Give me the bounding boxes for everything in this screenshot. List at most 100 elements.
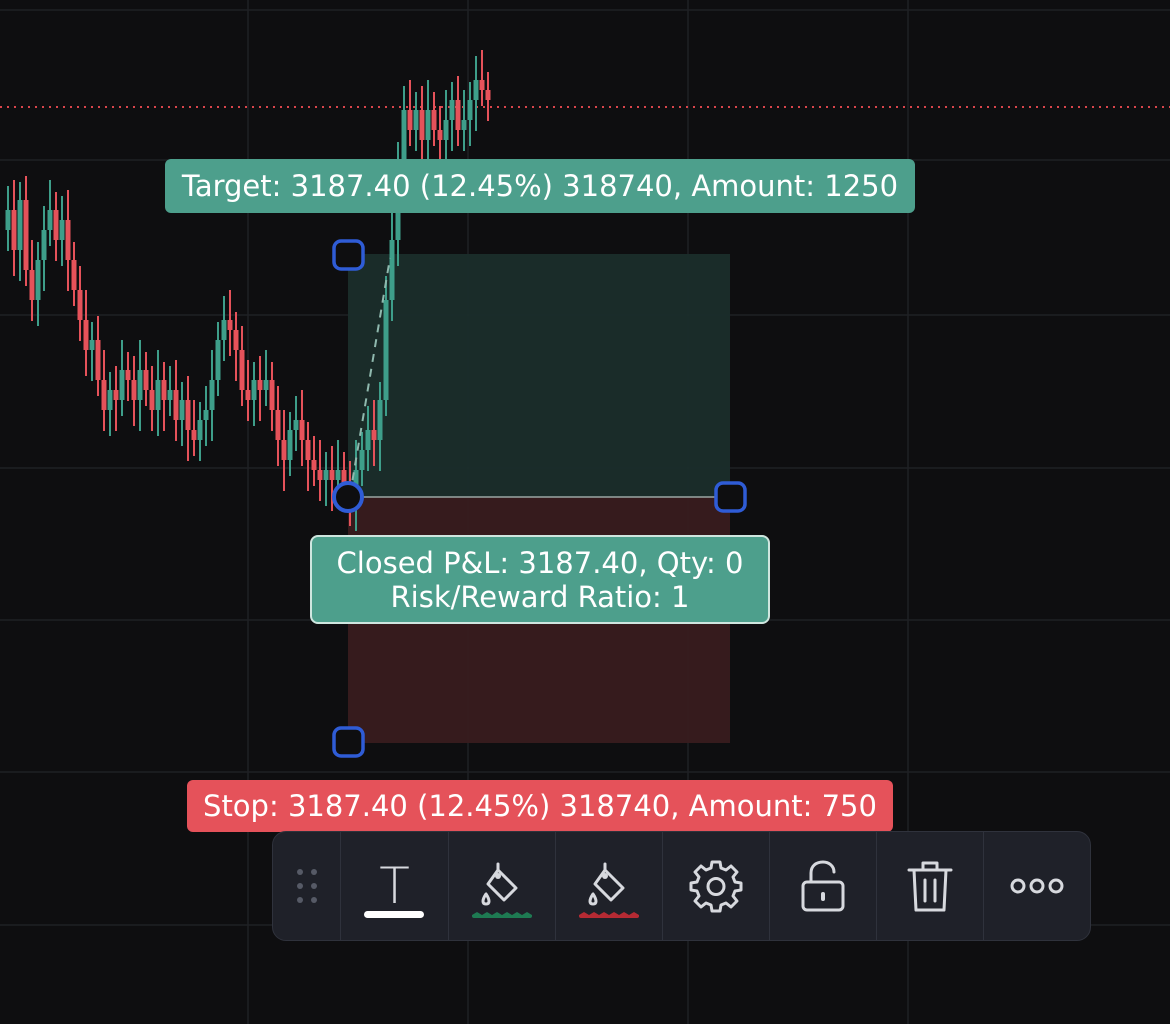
stop-color-swatch <box>578 912 639 918</box>
candle-body <box>305 440 311 460</box>
candle-body <box>311 460 317 470</box>
candle-body <box>293 420 299 430</box>
candle-body <box>269 380 275 410</box>
stop-label[interactable]: Stop: 3187.40 (12.45%) 318740, Amount: 7… <box>187 780 893 832</box>
profit-color-button[interactable] <box>449 832 556 940</box>
candle-body <box>113 390 119 400</box>
candle-body <box>371 430 377 440</box>
paint-bucket-icon <box>588 862 625 906</box>
candle-body <box>431 110 437 130</box>
settings-button[interactable] <box>663 832 770 940</box>
candle-body <box>179 400 185 420</box>
lock-button[interactable] <box>770 832 877 940</box>
candle-body <box>329 470 335 480</box>
candle-body <box>59 220 65 240</box>
unlock-icon <box>801 860 845 912</box>
candle-body <box>407 110 413 130</box>
candle-body <box>461 120 467 130</box>
candle-body <box>299 420 305 440</box>
candle-body <box>473 80 479 100</box>
candle-body <box>107 390 113 410</box>
target-handle[interactable] <box>332 239 365 271</box>
candle-body <box>281 440 287 460</box>
candle-body <box>83 320 89 350</box>
stop-color-button[interactable] <box>556 832 663 940</box>
profit-zone[interactable] <box>348 254 730 497</box>
candle-body <box>53 210 59 240</box>
candle-body <box>143 370 149 390</box>
candle-body <box>275 410 281 440</box>
candle-body <box>5 210 11 230</box>
candle-body <box>215 340 221 380</box>
candle-body <box>251 380 257 400</box>
candle-body <box>341 470 347 485</box>
text-icon: T <box>379 857 410 915</box>
target-label[interactable]: Target: 3187.40 (12.45%) 318740, Amount:… <box>165 159 915 213</box>
candle-body <box>35 260 41 300</box>
candle-body <box>167 390 173 400</box>
candle-body <box>389 240 395 300</box>
candle-body <box>47 210 53 230</box>
more-button[interactable] <box>984 832 1090 940</box>
candle-body <box>161 380 167 400</box>
candle-body <box>89 340 95 350</box>
candle-body <box>155 380 161 410</box>
paint-bucket-icon <box>481 862 518 906</box>
candle-body <box>137 370 143 400</box>
candle-body <box>335 470 341 480</box>
candle-body <box>455 100 461 130</box>
candle-body <box>71 260 77 290</box>
text-button[interactable]: T <box>341 832 449 940</box>
candle-body <box>101 380 107 410</box>
trade-path-line <box>349 257 391 496</box>
risk-reward-text: Risk/Reward Ratio: 1 <box>390 580 690 614</box>
candle-body <box>29 270 35 300</box>
candle-body <box>383 300 389 400</box>
candle-body <box>203 410 209 420</box>
candle-body <box>359 450 365 470</box>
candle-body <box>365 430 371 450</box>
text-color-indicator <box>364 911 425 918</box>
candle-body <box>419 110 425 140</box>
candle-body <box>485 90 491 100</box>
gear-icon <box>689 860 743 913</box>
candle-body <box>11 210 17 250</box>
candle-body <box>41 230 47 260</box>
candle-body <box>119 370 125 400</box>
candle-body <box>233 330 239 350</box>
width-handle[interactable] <box>714 481 747 513</box>
pnl-label[interactable]: Closed P&L: 3187.40, Qty: 0 Risk/Reward … <box>310 535 770 624</box>
candle-body <box>221 320 227 340</box>
stop-handle[interactable] <box>332 726 365 758</box>
candle-body <box>65 220 71 260</box>
candle-body <box>437 130 443 140</box>
candle-body <box>323 470 329 480</box>
grip-dots-icon <box>296 869 317 903</box>
candle-body <box>317 470 323 480</box>
candle-body <box>443 120 449 140</box>
candle-body <box>131 380 137 400</box>
candle-body <box>239 350 245 390</box>
delete-button[interactable] <box>877 832 984 940</box>
profit-color-swatch <box>471 912 532 918</box>
candle-body <box>149 390 155 410</box>
candle-body <box>413 110 419 130</box>
trash-icon <box>907 861 953 912</box>
candle-body <box>425 110 431 140</box>
candle-body <box>173 390 179 420</box>
candle-body <box>77 290 83 320</box>
candle-body <box>467 100 473 120</box>
candle-body <box>245 390 251 400</box>
drag-handle[interactable] <box>273 832 342 940</box>
candle-body <box>287 430 293 460</box>
candle-body <box>197 420 203 440</box>
candle-body <box>377 400 383 440</box>
candle-body <box>191 430 197 440</box>
candle-body <box>479 80 485 90</box>
entry-handle[interactable] <box>332 481 364 513</box>
candle-body <box>401 110 407 160</box>
candle-body <box>449 100 455 120</box>
candle-body <box>17 200 23 250</box>
more-dots-icon <box>1010 878 1064 894</box>
candle-body <box>95 340 101 380</box>
